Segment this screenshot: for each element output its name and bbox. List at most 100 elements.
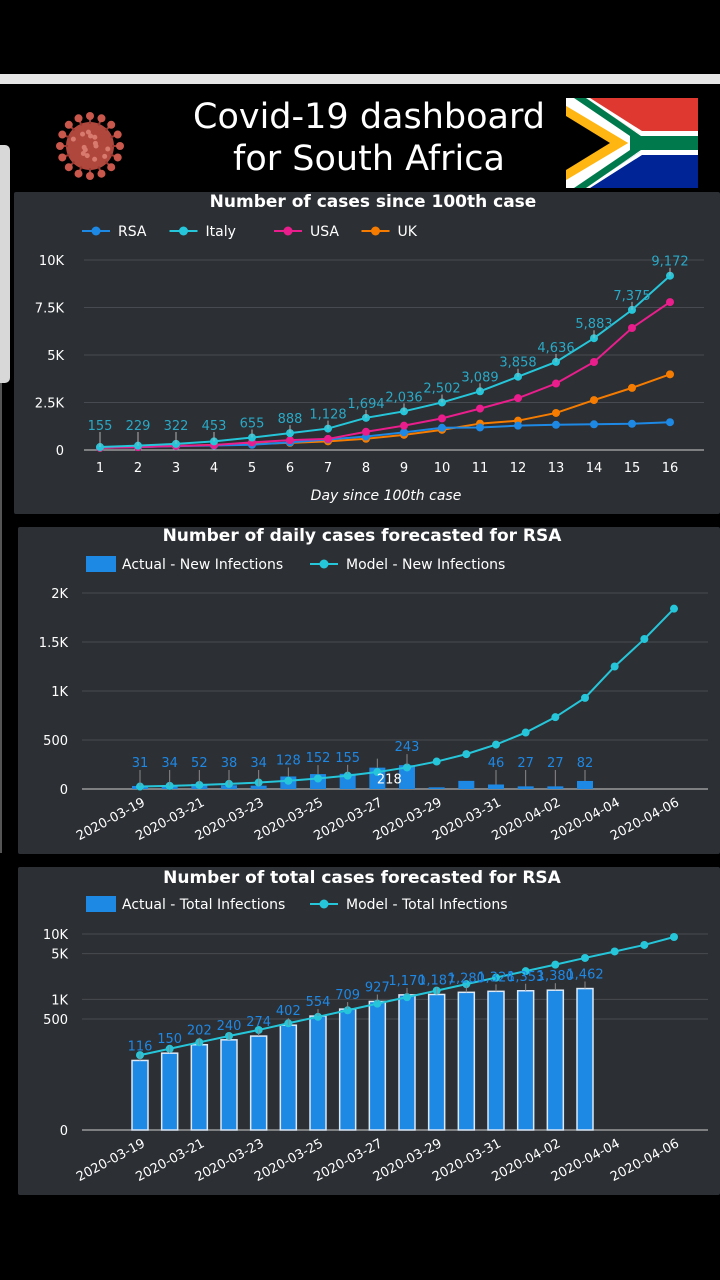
data-point-usa xyxy=(552,379,560,388)
model-point xyxy=(640,940,649,949)
bar xyxy=(516,990,535,1131)
virus-texture xyxy=(102,153,108,159)
model-point xyxy=(462,750,471,759)
legend-bar-swatch xyxy=(86,556,116,572)
model-point xyxy=(462,980,471,989)
bar-data-label: 34 xyxy=(161,756,178,771)
model-point xyxy=(373,999,382,1008)
y-tick-label: 5K xyxy=(47,349,64,364)
bar xyxy=(338,1008,357,1131)
data-label: 9,172 xyxy=(651,255,688,270)
model-point xyxy=(640,635,649,644)
status-bar-area xyxy=(0,0,720,74)
x-tick-label: 6 xyxy=(286,461,294,476)
virus-texture xyxy=(92,156,98,162)
side-divider xyxy=(0,383,2,853)
y-tick-label: 0 xyxy=(60,783,68,798)
x-tick-label: 16 xyxy=(662,461,679,476)
virus-texture xyxy=(92,134,98,140)
virus-spike-tip xyxy=(58,153,67,162)
virus-spike-tip xyxy=(116,142,124,150)
data-point-uk xyxy=(628,383,636,392)
model-point xyxy=(551,960,560,969)
virus-spike-tip xyxy=(86,112,94,120)
bar xyxy=(458,780,475,789)
top-divider xyxy=(0,74,720,84)
virus-texture xyxy=(80,131,86,137)
data-label: 4,636 xyxy=(537,341,574,356)
data-point-usa xyxy=(666,298,674,307)
bar xyxy=(368,1000,387,1131)
data-point-usa xyxy=(286,436,294,445)
data-label: 2,036 xyxy=(385,390,422,405)
bar xyxy=(249,1035,268,1131)
series-line-uk xyxy=(99,373,671,449)
bar-data-label: 27 xyxy=(547,756,564,771)
x-tick-label: 11 xyxy=(472,461,489,476)
bar xyxy=(160,1052,179,1131)
data-label: 655 xyxy=(240,417,265,432)
series-line-italy xyxy=(99,274,671,449)
data-point-italy xyxy=(590,334,598,343)
model-point xyxy=(314,1012,322,1021)
data-point-rsa xyxy=(666,418,674,427)
chart-title: Number of daily cases forecasted for RSA xyxy=(163,527,563,546)
y-tick-label: 1K xyxy=(51,685,68,700)
x-tick-label: 9 xyxy=(400,461,408,476)
page-title-line2: for South Africa xyxy=(233,139,505,179)
data-label: 1,128 xyxy=(309,408,346,423)
coronavirus-icon xyxy=(56,112,124,180)
virus-texture xyxy=(82,147,88,153)
total-cases-chart: Number of total cases forecasted for RSA… xyxy=(43,868,708,1185)
model-point xyxy=(492,973,500,982)
virus-spike-tip xyxy=(113,130,122,139)
bar-data-label: 116 xyxy=(128,1039,153,1054)
bar xyxy=(546,989,565,1131)
data-point-usa xyxy=(590,357,598,366)
virus-spike-tip xyxy=(97,114,106,123)
virus-spike-tip xyxy=(74,169,83,178)
data-label: 7,375 xyxy=(613,289,650,304)
x-tick-label: 1 xyxy=(96,461,104,476)
virus-body xyxy=(66,122,114,170)
bar xyxy=(517,786,534,789)
y-tick-label: 2K xyxy=(51,587,68,602)
y-tick-label: 10K xyxy=(43,928,69,943)
y-tick-label: 1.5K xyxy=(39,636,69,651)
page-title-line1: Covid-19 dashboard xyxy=(193,97,545,137)
bar-data-label: 82 xyxy=(577,756,594,771)
bar-data-label: 554 xyxy=(306,995,331,1010)
virus-spike-tip xyxy=(86,172,94,180)
scroll-handle[interactable] xyxy=(0,145,10,383)
data-point-usa xyxy=(438,414,446,423)
data-label: 3,858 xyxy=(499,356,536,371)
bar-data-label: 274 xyxy=(246,1015,271,1030)
bar xyxy=(577,780,593,789)
bar-data-label: 1,187 xyxy=(418,973,455,988)
x-axis-title: Day since 100th case xyxy=(311,488,462,504)
data-point-rsa xyxy=(400,428,408,437)
bar-data-label: 202 xyxy=(187,1024,212,1039)
virus-texture xyxy=(85,129,91,135)
data-label: 1,694 xyxy=(347,397,384,412)
data-label: 5,883 xyxy=(575,317,612,332)
bar-data-label: 1,326 xyxy=(477,970,514,985)
data-label: 322 xyxy=(164,419,189,434)
model-point xyxy=(581,953,589,962)
data-point-rsa xyxy=(628,419,636,428)
model-point xyxy=(343,771,352,780)
bar-data-label: 1,280 xyxy=(448,971,485,986)
model-point xyxy=(521,728,530,737)
data-point-usa xyxy=(400,421,408,430)
bar xyxy=(398,994,416,1131)
virus-spike-tip xyxy=(64,163,73,172)
y-tick-label: 10K xyxy=(39,254,65,269)
model-point xyxy=(165,781,174,790)
data-label: 155 xyxy=(88,419,113,434)
legend-label: USA xyxy=(310,224,339,240)
data-point-usa xyxy=(628,324,636,333)
cases-since-100th-panel: Number of cases since 100th case Day sin… xyxy=(14,192,720,514)
x-tick-label: 10 xyxy=(434,461,451,476)
x-tick-label: 2 xyxy=(134,461,142,476)
page-title: Covid-19 dashboard for South Africa xyxy=(174,96,564,180)
